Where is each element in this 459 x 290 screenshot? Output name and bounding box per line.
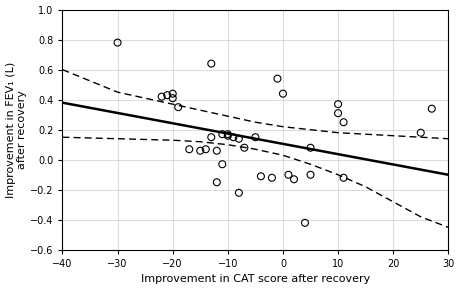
Point bbox=[207, 135, 214, 139]
Point bbox=[334, 111, 341, 115]
Point bbox=[306, 173, 313, 177]
X-axis label: Improvement in CAT score after recovery: Improvement in CAT score after recovery bbox=[140, 274, 369, 284]
Point bbox=[416, 130, 424, 135]
Point bbox=[279, 91, 286, 96]
Point bbox=[185, 147, 192, 152]
Point bbox=[168, 96, 176, 101]
Point bbox=[235, 191, 242, 195]
Point bbox=[427, 106, 435, 111]
Point bbox=[306, 145, 313, 150]
Point bbox=[224, 132, 231, 137]
Point bbox=[257, 174, 264, 179]
Point bbox=[218, 132, 225, 137]
Y-axis label: Improvement in FEV₁ (L)
after recovery: Improvement in FEV₁ (L) after recovery bbox=[6, 61, 27, 198]
Point bbox=[207, 61, 214, 66]
Point bbox=[268, 175, 275, 180]
Point bbox=[163, 93, 170, 97]
Point bbox=[290, 177, 297, 182]
Point bbox=[339, 175, 347, 180]
Point bbox=[229, 135, 236, 139]
Point bbox=[334, 102, 341, 106]
Point bbox=[168, 91, 176, 96]
Point bbox=[240, 145, 247, 150]
Point bbox=[114, 40, 121, 45]
Point bbox=[174, 105, 181, 110]
Point bbox=[251, 135, 258, 139]
Point bbox=[273, 76, 280, 81]
Point bbox=[196, 148, 203, 153]
Point bbox=[218, 162, 225, 166]
Point bbox=[157, 94, 165, 99]
Point bbox=[202, 147, 209, 152]
Point bbox=[284, 173, 291, 177]
Point bbox=[213, 148, 220, 153]
Point bbox=[301, 220, 308, 225]
Point bbox=[339, 120, 347, 124]
Point bbox=[213, 180, 220, 185]
Point bbox=[235, 136, 242, 141]
Point bbox=[224, 133, 231, 138]
